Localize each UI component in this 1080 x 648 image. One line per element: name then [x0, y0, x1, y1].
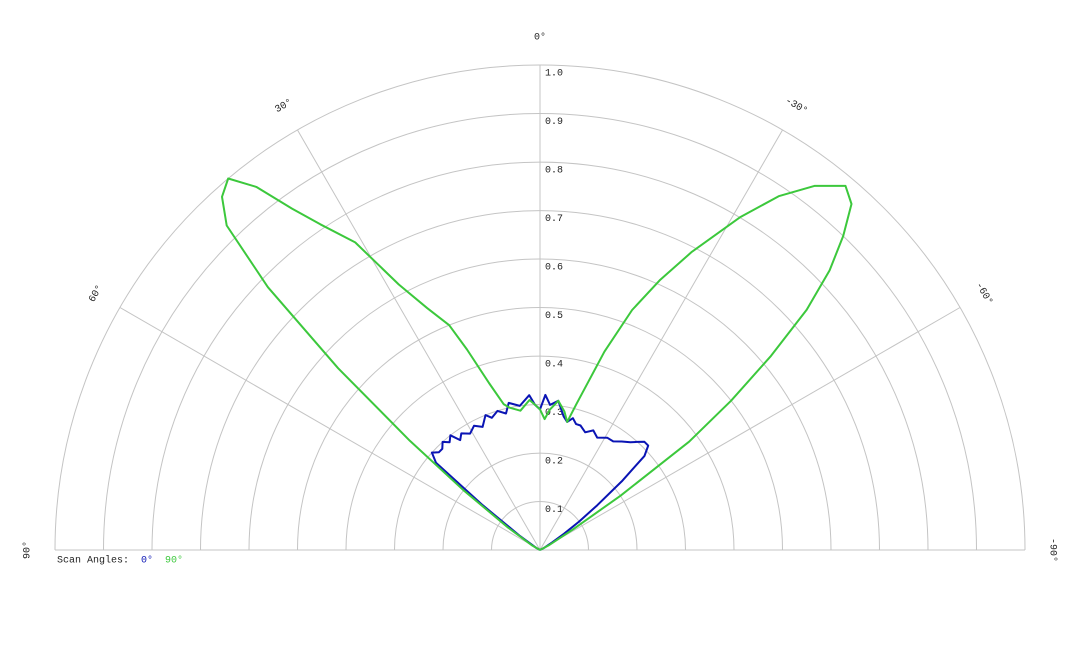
legend-entry: 0° [141, 555, 153, 567]
theta-tick-label: 0° [534, 32, 546, 44]
theta-tick-label: -60° [973, 280, 995, 307]
theta-tick-label: -90° [1046, 538, 1058, 562]
theta-tick-label: 60° [87, 283, 106, 305]
legend-entry: 90° [165, 555, 183, 567]
r-tick-label: 0.8 [545, 166, 563, 177]
grid-spoke [119, 307, 541, 551]
r-tick-label: 0.6 [545, 263, 563, 274]
r-tick-label: 0.3 [545, 408, 563, 419]
legend-title: Scan Angles: [57, 555, 129, 567]
r-tick-label: 0.9 [545, 117, 563, 128]
r-tick-label: 0.4 [545, 360, 563, 371]
r-tick-label: 0.7 [545, 214, 563, 225]
series-line [221, 177, 853, 551]
r-tick-label: 1.0 [545, 69, 563, 80]
r-tick-label: 0.1 [545, 505, 563, 516]
theta-tick-label: -30° [783, 95, 810, 117]
r-tick-label: 0.5 [545, 311, 563, 322]
theta-tick-label: 90° [22, 541, 34, 559]
r-tick-label: 0.2 [545, 457, 563, 468]
series-line [430, 393, 650, 551]
theta-tick-label: 30° [273, 97, 295, 116]
grid-spoke [539, 307, 961, 551]
grid-spoke [539, 129, 783, 551]
grid-spoke [297, 129, 541, 551]
